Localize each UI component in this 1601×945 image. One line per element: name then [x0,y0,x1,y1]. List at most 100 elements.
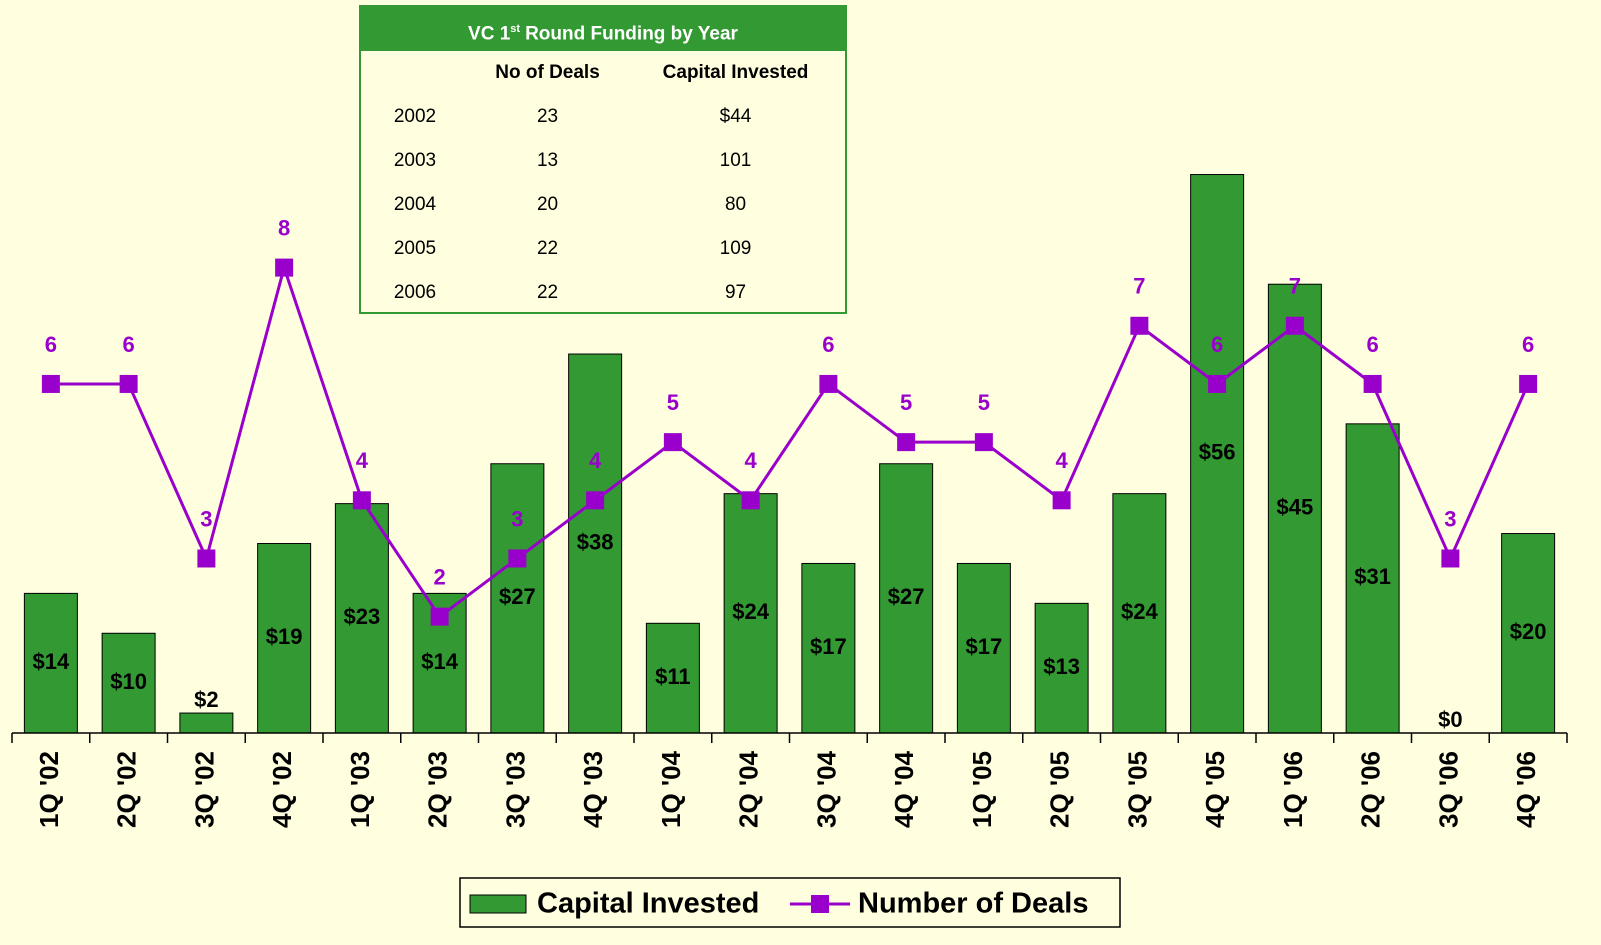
bar-label: $19 [266,624,303,649]
line-marker [197,549,216,568]
bar-label: $11 [655,664,691,689]
bar-label: $13 [1043,654,1080,679]
line-label: 2 [434,564,446,589]
line-marker [119,374,138,393]
table-cell: 22 [536,238,559,259]
legend-swatch [469,894,527,914]
x-tick-label: 2Q '02 [112,751,142,828]
x-tick-label: 2Q '03 [423,751,453,828]
line-marker [1052,491,1071,510]
line-marker [1285,316,1304,335]
funding-table: VC 1st Round Funding by Year No of Deals C… [359,5,847,314]
line [50,262,1530,619]
table-cell: 101 [719,150,752,171]
bar-label: $24 [732,599,769,624]
title-text: Round Funding by Year [525,23,738,45]
x-tick-label: 4Q '06 [1511,751,1541,828]
line-marker [275,258,294,277]
bar-label: $31 [1354,564,1391,589]
x-tick-label: 3Q '06 [1433,751,1463,828]
line-marker [586,491,605,510]
line-label: 3 [200,506,212,531]
line-label: 7 [1289,274,1301,299]
line-label: 6 [123,332,135,357]
x-tick-label: 3Q '05 [1122,751,1152,828]
bar-label: $27 [888,584,925,609]
header-cell: No of Deals [495,62,600,83]
bar-label: $17 [810,634,847,659]
bar-label: $27 [499,584,536,609]
line-label: 6 [45,332,57,357]
line-marker [1363,374,1382,393]
title-sup: st [510,23,521,35]
legend-label: Number of Deals [858,888,1088,920]
table-row: 2004 20 80 [361,183,845,227]
bar [334,503,389,734]
bar [179,712,234,734]
line-marker [1519,374,1538,393]
bar [645,622,700,734]
line-marker [1208,374,1227,393]
table-cell: 22 [536,282,559,303]
bar-label: $14 [421,649,458,674]
table-cell: 2006 [393,282,437,303]
table-cell: 2002 [393,106,437,127]
table-cell: 20 [536,194,559,215]
bar [879,463,934,734]
line-marker [819,374,838,393]
bar [1190,174,1245,734]
line-marker [508,549,527,568]
bar-label: $24 [1121,599,1158,624]
line-marker [897,433,916,452]
table-cell: 109 [719,238,752,259]
line-label: 4 [745,448,758,473]
line-label: 4 [1056,448,1069,473]
bar [490,463,545,734]
bar-label: $0 [1438,707,1462,732]
table-cell: $44 [719,106,752,127]
line-label: 5 [900,390,912,415]
x-tick-label: 4Q '02 [267,751,297,828]
line-label: 3 [1444,506,1456,531]
bar-label: $10 [110,669,147,694]
bar [723,493,778,734]
title-text: VC 1 [468,23,511,45]
line-label: 6 [1367,332,1379,357]
line-marker [663,433,682,452]
x-tick-label: 1Q '05 [967,751,997,828]
header-cell [361,51,469,95]
x-tick-label: 4Q '05 [1200,751,1230,828]
line-marker [1130,316,1149,335]
line-label: 4 [589,448,602,473]
x-tick-label: 4Q '04 [889,750,919,828]
legend-marker [811,895,829,913]
bar [956,562,1011,734]
table-cell: 2003 [393,150,437,171]
table-cell: 23 [536,106,559,127]
table-row: 2002 23 $44 [361,95,845,139]
bar [101,632,156,734]
x-tick-label: 2Q '05 [1045,751,1075,828]
line-label: 6 [1522,332,1534,357]
bar [801,562,856,734]
x-tick-label: 1Q '03 [345,751,375,828]
table-cell: 80 [724,194,747,215]
x-tick-label: 3Q '04 [811,750,841,828]
bar-label: $14 [33,649,70,674]
x-tick-label: 2Q '06 [1356,751,1386,828]
line-label: 3 [511,506,523,531]
x-tick-label: 3Q '03 [500,751,530,828]
bar-label: $38 [577,529,614,554]
table-cell: 97 [724,282,747,303]
header-cell: Capital Invested [662,62,809,83]
legend-label: Capital Invested [537,888,759,920]
line-marker [430,607,449,626]
bar-label: $56 [1199,440,1236,465]
table-row: 2005 22 109 [361,227,845,271]
table: No of Deals Capital Invested 2002 23 $44 2003… [361,51,845,315]
line-label: 5 [978,390,990,415]
table-cell: 2004 [393,194,437,215]
x-tick-label: 1Q '06 [1278,751,1308,828]
